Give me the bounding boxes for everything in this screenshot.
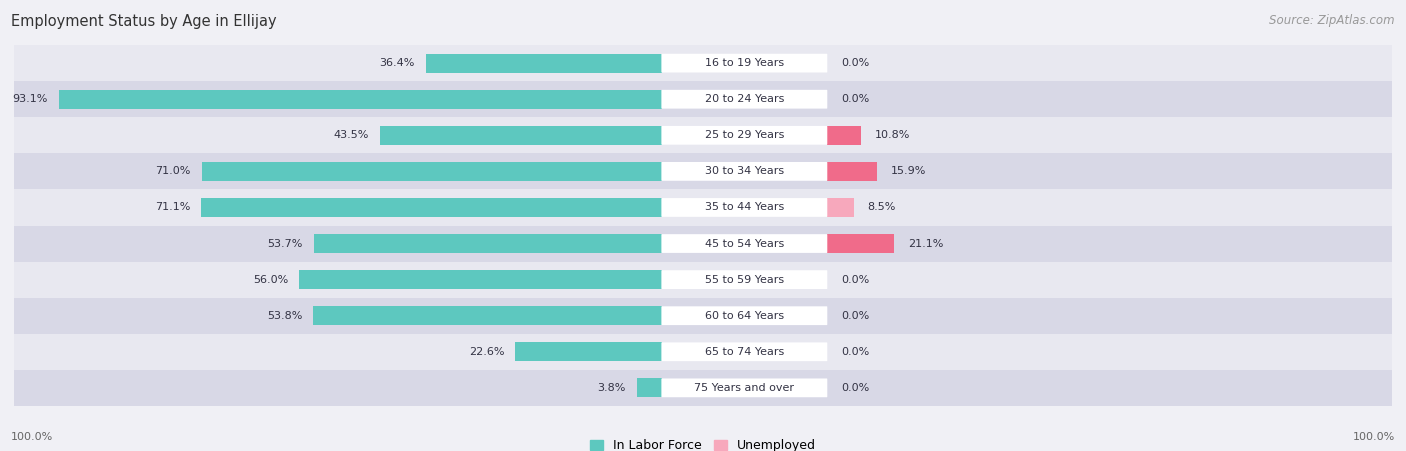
Bar bbox=[637, 378, 662, 397]
Text: 25 to 29 Years: 25 to 29 Years bbox=[704, 130, 785, 140]
FancyBboxPatch shape bbox=[661, 54, 827, 73]
Text: 43.5%: 43.5% bbox=[333, 130, 368, 140]
Text: 8.5%: 8.5% bbox=[868, 202, 896, 212]
FancyBboxPatch shape bbox=[661, 126, 827, 145]
Text: 100.0%: 100.0% bbox=[11, 432, 53, 442]
FancyBboxPatch shape bbox=[661, 162, 827, 181]
Text: 53.7%: 53.7% bbox=[267, 239, 302, 249]
Text: 55 to 59 Years: 55 to 59 Years bbox=[704, 275, 785, 285]
FancyBboxPatch shape bbox=[661, 306, 827, 325]
Text: 30 to 34 Years: 30 to 34 Years bbox=[704, 166, 785, 176]
Text: 35 to 44 Years: 35 to 44 Years bbox=[704, 202, 785, 212]
Bar bbox=[202, 162, 662, 181]
FancyBboxPatch shape bbox=[661, 270, 827, 289]
Bar bbox=[380, 126, 662, 145]
Text: 3.8%: 3.8% bbox=[598, 383, 626, 393]
Text: 0.0%: 0.0% bbox=[841, 275, 869, 285]
Text: 36.4%: 36.4% bbox=[380, 58, 415, 68]
Bar bbox=[827, 198, 853, 217]
Bar bbox=[516, 342, 662, 361]
FancyBboxPatch shape bbox=[661, 342, 827, 361]
Text: 0.0%: 0.0% bbox=[841, 383, 869, 393]
Bar bbox=[59, 90, 662, 109]
FancyBboxPatch shape bbox=[14, 370, 1392, 406]
Text: 20 to 24 Years: 20 to 24 Years bbox=[704, 94, 785, 104]
FancyBboxPatch shape bbox=[14, 81, 1392, 117]
FancyBboxPatch shape bbox=[14, 334, 1392, 370]
Bar bbox=[426, 54, 662, 73]
Text: 60 to 64 Years: 60 to 64 Years bbox=[704, 311, 785, 321]
Text: 65 to 74 Years: 65 to 74 Years bbox=[704, 347, 785, 357]
Text: 71.0%: 71.0% bbox=[156, 166, 191, 176]
Bar bbox=[827, 162, 877, 181]
Text: 16 to 19 Years: 16 to 19 Years bbox=[704, 58, 785, 68]
FancyBboxPatch shape bbox=[14, 45, 1392, 81]
Text: 22.6%: 22.6% bbox=[468, 347, 505, 357]
Bar bbox=[827, 234, 894, 253]
FancyBboxPatch shape bbox=[661, 234, 827, 253]
Text: 71.1%: 71.1% bbox=[155, 202, 190, 212]
FancyBboxPatch shape bbox=[14, 262, 1392, 298]
FancyBboxPatch shape bbox=[14, 226, 1392, 262]
Text: 75 Years and over: 75 Years and over bbox=[695, 383, 794, 393]
Bar bbox=[314, 306, 662, 325]
Text: 15.9%: 15.9% bbox=[891, 166, 927, 176]
FancyBboxPatch shape bbox=[14, 153, 1392, 189]
Text: Employment Status by Age in Ellijay: Employment Status by Age in Ellijay bbox=[11, 14, 277, 28]
Text: 10.8%: 10.8% bbox=[875, 130, 911, 140]
Text: 45 to 54 Years: 45 to 54 Years bbox=[704, 239, 785, 249]
Bar bbox=[201, 198, 662, 217]
FancyBboxPatch shape bbox=[661, 198, 827, 217]
Text: 0.0%: 0.0% bbox=[841, 347, 869, 357]
Text: 0.0%: 0.0% bbox=[841, 311, 869, 321]
Bar bbox=[314, 234, 662, 253]
Text: 53.8%: 53.8% bbox=[267, 311, 302, 321]
Text: 100.0%: 100.0% bbox=[1353, 432, 1395, 442]
Text: 93.1%: 93.1% bbox=[13, 94, 48, 104]
Legend: In Labor Force, Unemployed: In Labor Force, Unemployed bbox=[585, 434, 821, 451]
FancyBboxPatch shape bbox=[661, 90, 827, 109]
FancyBboxPatch shape bbox=[14, 298, 1392, 334]
FancyBboxPatch shape bbox=[661, 378, 827, 397]
Text: 0.0%: 0.0% bbox=[841, 94, 869, 104]
FancyBboxPatch shape bbox=[14, 117, 1392, 153]
Text: 56.0%: 56.0% bbox=[253, 275, 288, 285]
Text: Source: ZipAtlas.com: Source: ZipAtlas.com bbox=[1270, 14, 1395, 27]
Bar bbox=[299, 270, 662, 289]
Text: 0.0%: 0.0% bbox=[841, 58, 869, 68]
FancyBboxPatch shape bbox=[14, 189, 1392, 226]
Bar bbox=[827, 126, 862, 145]
Text: 21.1%: 21.1% bbox=[908, 239, 943, 249]
